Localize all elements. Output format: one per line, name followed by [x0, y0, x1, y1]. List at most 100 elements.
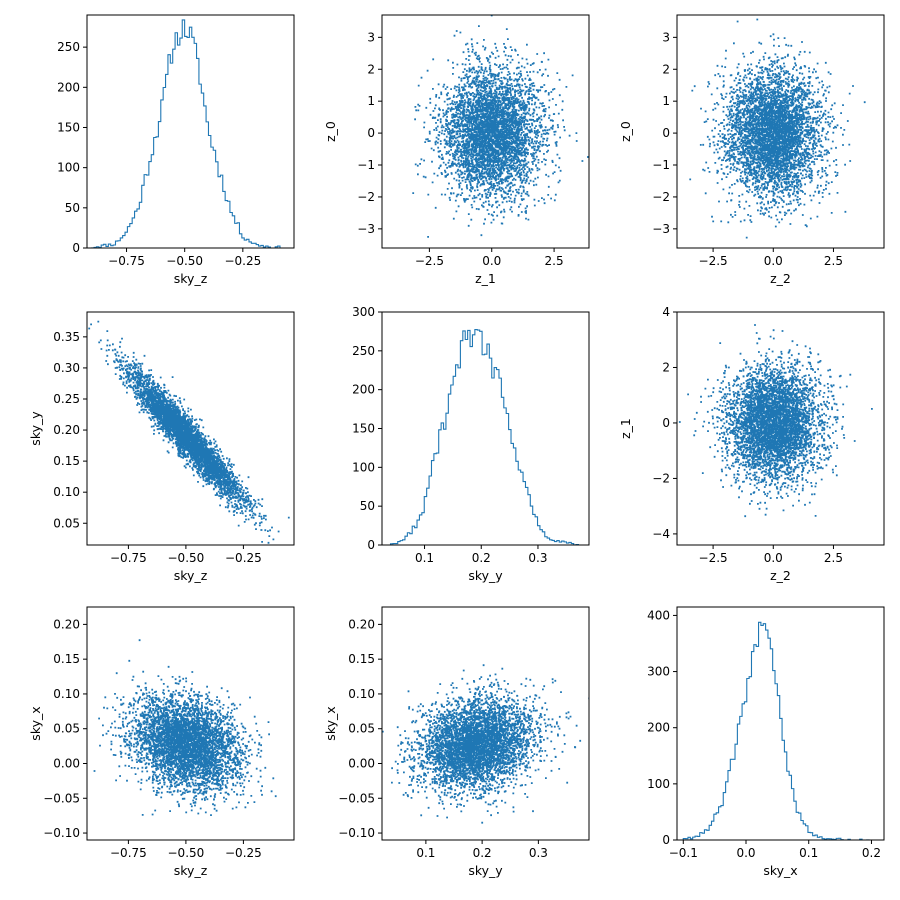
y-tick-label: −0.10: [43, 826, 80, 840]
y-tick-label: 0.20: [53, 423, 80, 437]
y-tick-label: 0.10: [53, 485, 80, 499]
y-tick-label: 250: [57, 40, 80, 54]
x-axis-label: sky_y: [468, 863, 503, 878]
data-marks: [412, 15, 589, 238]
axes-frame: [381, 14, 590, 249]
y-axis-label: z_0: [618, 121, 633, 142]
y-tick-label: 0.25: [53, 392, 80, 406]
y-axis-label: z_1: [618, 418, 633, 439]
x-axis-label: z_2: [770, 568, 791, 583]
axes-frame: [381, 606, 590, 841]
y-tick-label: 300: [352, 305, 375, 319]
axes-frame: [676, 14, 885, 249]
panel-scatter-sky_z-sky_y: −0.75 −0.50 −0.25 0.05 0.10 0.15 0.20 0.25 0.30 0…: [28, 311, 295, 583]
y-tick-label: −2: [652, 190, 670, 204]
x-axis-label: sky_z: [174, 271, 208, 286]
y-tick-label: 4: [662, 305, 670, 319]
y-tick-label: 300: [647, 665, 670, 679]
y-tick-label: 0: [662, 126, 670, 140]
panel-hist-sky_x: −0.1 0.0 0.1 0.2 0 100 200 300 400 sky_x: [647, 606, 885, 878]
x-axis-label: sky_z: [174, 863, 208, 878]
y-tick-label: 2: [367, 62, 375, 76]
y-tick-label: 50: [65, 201, 80, 215]
panel-scatter-sky_y-sky_x: 0.1 0.2 0.3 −0.10 −0.05 0.00 0.05 0.10 0.15 0.20 s…: [323, 606, 590, 878]
x-axis-label: sky_z: [174, 568, 208, 583]
histogram-step-line: [389, 329, 584, 545]
y-tick-label: −3: [357, 222, 375, 236]
x-tick-label: 2.5: [545, 254, 564, 268]
y-tick-label: 0.05: [53, 516, 80, 530]
x-tick-label: −2.5: [699, 254, 728, 268]
data-marks: [389, 329, 584, 545]
x-tick-label: 0.1: [416, 846, 435, 860]
y-tick-label: 0.05: [348, 722, 375, 736]
y-tick-label: 150: [352, 422, 375, 436]
x-tick-label: 0.1: [415, 551, 434, 565]
y-tick-label: 200: [352, 383, 375, 397]
x-tick-label: −0.25: [224, 254, 261, 268]
x-tick-label: 0.3: [528, 551, 547, 565]
x-axis-label: z_1: [475, 271, 496, 286]
x-axis-label: sky_x: [763, 863, 797, 878]
y-tick-label: 150: [57, 120, 80, 134]
y-tick-label: 3: [662, 30, 670, 44]
x-tick-label: −0.75: [110, 846, 147, 860]
y-tick-label: 0.15: [53, 454, 80, 468]
y-tick-label: 3: [367, 30, 375, 44]
data-marks: [682, 621, 872, 840]
y-axis-label: z_0: [323, 121, 338, 142]
x-tick-label: −0.50: [166, 254, 203, 268]
y-tick-label: −1: [652, 158, 670, 172]
data-marks: [382, 664, 589, 824]
scatter-points: [88, 320, 290, 545]
axes-frame: [86, 14, 295, 249]
y-tick-label: 200: [57, 80, 80, 94]
y-tick-label: 0: [662, 833, 670, 847]
y-tick-label: 1: [367, 94, 375, 108]
panel-scatter-sky_z-sky_x: −0.75 −0.50 −0.25 −0.10 −0.05 0.00 0.05 0.10 0.1…: [28, 606, 295, 878]
scatter-points: [412, 15, 589, 238]
y-tick-label: 50: [360, 499, 375, 513]
x-tick-label: 0.0: [482, 254, 501, 268]
y-tick-label: 0: [662, 416, 670, 430]
y-tick-label: 0.30: [53, 361, 80, 375]
y-tick-label: 2: [662, 62, 670, 76]
y-tick-label: 0.00: [53, 756, 80, 770]
scatter-points: [382, 664, 589, 824]
x-axis-label: sky_y: [468, 568, 503, 583]
y-tick-label: 0.20: [53, 617, 80, 631]
x-tick-label: 2.5: [824, 254, 843, 268]
y-tick-label: −3: [652, 222, 670, 236]
x-tick-label: −0.1: [669, 846, 698, 860]
y-tick-label: −0.05: [338, 791, 375, 805]
y-tick-label: −2: [357, 190, 375, 204]
x-tick-label: −0.50: [168, 846, 205, 860]
y-tick-label: 0: [367, 538, 375, 552]
axes-frame: [86, 606, 295, 841]
y-tick-label: −0.05: [43, 791, 80, 805]
histogram-step-line: [682, 621, 872, 840]
data-marks: [678, 324, 873, 518]
panel-scatter-z_2-z_1: −2.5 0.0 2.5 −4 −2 0 2 4 z_2 z_1: [618, 305, 885, 583]
y-tick-label: 100: [647, 777, 670, 791]
y-tick-label: −0.10: [338, 826, 375, 840]
y-tick-label: 0.00: [348, 756, 375, 770]
x-tick-label: 0.0: [764, 254, 783, 268]
x-tick-label: 2.5: [824, 551, 843, 565]
x-tick-label: 0.0: [764, 551, 783, 565]
y-tick-label: −2: [652, 471, 670, 485]
y-tick-label: 0.15: [53, 652, 80, 666]
y-tick-label: 2: [662, 360, 670, 374]
data-marks: [91, 19, 283, 248]
axes-frame: [86, 311, 295, 546]
data-marks: [689, 18, 866, 239]
panel-hist-sky_y: 0.1 0.2 0.3 0 50 100 150 200 250 300 sky_y: [352, 305, 590, 583]
y-tick-label: 200: [647, 721, 670, 735]
panel-scatter-z_2-z_0: −2.5 0.0 2.5 −3 −2 −1 0 1 2 3 z_2 z_0: [618, 14, 885, 286]
x-tick-label: −0.25: [225, 846, 262, 860]
y-tick-label: 100: [352, 460, 375, 474]
x-tick-label: 0.1: [799, 846, 818, 860]
x-tick-label: −0.25: [225, 551, 262, 565]
x-tick-label: 0.2: [473, 846, 492, 860]
